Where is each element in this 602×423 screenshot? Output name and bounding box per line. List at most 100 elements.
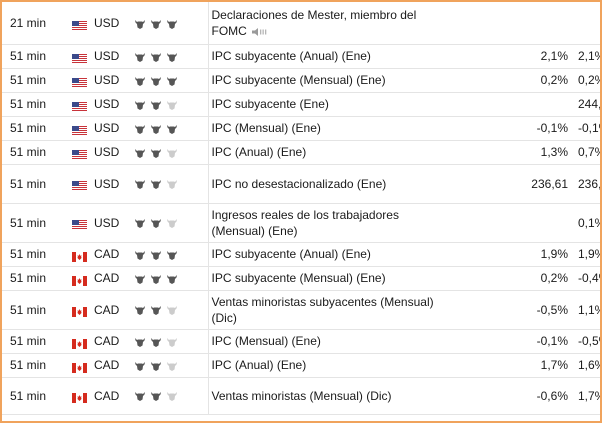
- event-name[interactable]: IPC (Anual) (Ene): [211, 358, 307, 372]
- event-cell[interactable]: IPC subyacente (Anual) (Ene): [207, 242, 438, 267]
- importance-cell: [134, 164, 208, 204]
- event-row[interactable]: 51 min USD IPC no desestacionalizado (En…: [2, 164, 602, 204]
- event-row[interactable]: 51 min CAD IPC subyacente (Mensual) (Ene…: [2, 266, 600, 291]
- flag-cell: [72, 290, 94, 330]
- time-cell: 51 min: [2, 353, 72, 378]
- importance-cell: [134, 290, 208, 330]
- event-cell[interactable]: IPC subyacente (Ene): [207, 92, 438, 117]
- event-row[interactable]: 51 min USD IPC subyacente (Anual) (Ene) …: [2, 44, 600, 69]
- forecast-cell: 1,3%: [508, 140, 578, 165]
- currency-label: CAD: [94, 302, 120, 317]
- bull-icon-inactive: [167, 337, 177, 347]
- event-row[interactable]: 21 min USD Declaraciones de Mester, miem…: [2, 2, 600, 45]
- event-row[interactable]: 51 min CAD Ventas minoristas subyacentes…: [2, 290, 600, 330]
- event-row[interactable]: 51 min CAD IPC subyacente (Anual) (Ene) …: [2, 242, 600, 267]
- currency-cell: USD: [94, 203, 134, 243]
- time-label: 51 min: [10, 302, 47, 317]
- event-cell[interactable]: IPC subyacente (Anual) (Ene): [207, 44, 438, 69]
- event-name[interactable]: Ventas minoristas subyacentes (Mensual) …: [211, 294, 434, 325]
- event-name[interactable]: IPC subyacente (Mensual) (Ene): [211, 73, 386, 87]
- event-row[interactable]: 51 min CAD IPC (Mensual) (Ene) -0,1% -0,…: [2, 329, 600, 354]
- event-name[interactable]: IPC no desestacionalizado (Ene): [211, 176, 387, 191]
- actual-cell: [438, 242, 508, 267]
- event-row[interactable]: 51 min CAD Ventas minoristas (Mensual) (…: [2, 377, 600, 415]
- bull-icon-inactive: [167, 306, 177, 316]
- previous-cell: -0,5%: [578, 329, 600, 354]
- event-name[interactable]: IPC (Mensual) (Ene): [211, 121, 321, 135]
- actual-cell: [438, 164, 508, 204]
- actual-cell: [438, 68, 508, 93]
- economic-calendar-table: 21 min USD Declaraciones de Mester, miem…: [2, 2, 600, 415]
- previous-cell: 2,1%: [578, 44, 600, 69]
- currency-cell: USD: [94, 44, 134, 69]
- event-cell[interactable]: Ventas minoristas subyacentes (Mensual) …: [207, 290, 438, 330]
- actual-cell: [438, 2, 508, 45]
- event-cell[interactable]: IPC subyacente (Mensual) (Ene): [207, 68, 438, 93]
- time-label: 51 min: [10, 215, 47, 230]
- event-cell[interactable]: IPC (Anual) (Ene): [207, 353, 438, 378]
- event-row[interactable]: 51 min USD IPC subyacente (Ene) 244,52: [2, 92, 600, 117]
- bull-icon-active: [151, 180, 161, 190]
- currency-label: USD: [94, 97, 120, 111]
- bull-icon-active: [151, 337, 161, 347]
- currency-label: USD: [94, 121, 120, 135]
- event-cell[interactable]: Ventas minoristas (Mensual) (Dic): [207, 377, 438, 415]
- actual-cell: [438, 290, 508, 330]
- event-cell[interactable]: IPC no desestacionalizado (Ene): [207, 164, 438, 204]
- bull-icon-active: [151, 100, 161, 110]
- forecast-value: -0,5%: [536, 302, 568, 317]
- previous-value: 0,7%: [578, 145, 600, 159]
- importance-cell: [134, 242, 208, 267]
- time-cell: 51 min: [2, 68, 72, 93]
- importance-rating: [134, 99, 180, 111]
- event-row[interactable]: 51 min USD IPC subyacente (Mensual) (Ene…: [2, 68, 600, 93]
- event-row[interactable]: 51 min USD IPC (Mensual) (Ene) -0,1% -0,…: [2, 116, 600, 141]
- flag-cell: [72, 68, 94, 93]
- bull-icon-active: [135, 250, 145, 260]
- event-row[interactable]: 51 min CAD IPC (Anual) (Ene) 1,7% 1,6%: [2, 353, 600, 378]
- currency-label: CAD: [94, 358, 120, 372]
- actual-cell: [438, 116, 508, 141]
- time-label: 21 min: [10, 15, 47, 30]
- bull-icon-inactive: [167, 361, 177, 371]
- event-name[interactable]: Declaraciones de Mester, miembro del FOM…: [211, 7, 417, 38]
- flag-cell: [72, 242, 94, 267]
- previous-value: 1,9%: [578, 247, 600, 261]
- currency-cell: USD: [94, 164, 134, 204]
- forecast-value: 236,61: [531, 176, 568, 191]
- event-cell[interactable]: Ingresos reales de los trabajadores (Men…: [207, 203, 438, 243]
- event-cell[interactable]: IPC (Mensual) (Ene): [207, 329, 438, 354]
- bull-icon-active: [135, 361, 145, 371]
- previous-value: 2,1%: [578, 49, 600, 63]
- previous-cell: -0,4%: [578, 266, 600, 291]
- actual-cell: [438, 377, 508, 415]
- event-cell[interactable]: IPC (Mensual) (Ene): [207, 116, 438, 141]
- event-cell[interactable]: IPC (Anual) (Ene): [207, 140, 438, 165]
- forecast-cell: 0,2%: [508, 68, 578, 93]
- forecast-cell: 2,1%: [508, 44, 578, 69]
- previous-value: 236,53: [578, 176, 602, 191]
- bull-icon-active: [151, 274, 161, 284]
- previous-value: 0,1%: [578, 215, 600, 230]
- event-name[interactable]: IPC (Anual) (Ene): [211, 145, 307, 159]
- event-cell[interactable]: Declaraciones de Mester, miembro del FOM…: [207, 2, 438, 45]
- event-cell[interactable]: IPC subyacente (Mensual) (Ene): [207, 266, 438, 291]
- previous-value: -0,4%: [578, 271, 600, 285]
- importance-cell: [134, 329, 208, 354]
- event-row[interactable]: 51 min USD IPC (Anual) (Ene) 1,3% 0,7%: [2, 140, 600, 165]
- flag-cell: [72, 140, 94, 165]
- event-name[interactable]: IPC subyacente (Anual) (Ene): [211, 247, 371, 261]
- bull-icon-inactive: [167, 180, 177, 190]
- event-name[interactable]: Ingresos reales de los trabajadores (Men…: [211, 207, 399, 238]
- event-name[interactable]: IPC (Mensual) (Ene): [211, 334, 321, 348]
- ca-flag-icon: [72, 275, 87, 286]
- bull-icon-active: [167, 250, 177, 260]
- event-row[interactable]: 51 min USD Ingresos reales de los trabaj…: [2, 203, 600, 243]
- time-cell: 51 min: [2, 266, 72, 291]
- event-name[interactable]: Ventas minoristas (Mensual) (Dic): [211, 388, 392, 403]
- time-label: 51 min: [10, 388, 47, 403]
- event-name[interactable]: IPC subyacente (Anual) (Ene): [211, 49, 371, 63]
- importance-cell: [134, 140, 208, 165]
- event-name[interactable]: IPC subyacente (Mensual) (Ene): [211, 271, 386, 285]
- event-name[interactable]: IPC subyacente (Ene): [211, 97, 329, 111]
